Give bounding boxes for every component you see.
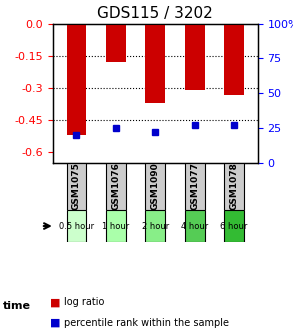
- FancyBboxPatch shape: [224, 210, 244, 242]
- Text: ■: ■: [50, 297, 60, 307]
- Bar: [67, 24, 86, 135]
- FancyBboxPatch shape: [106, 210, 126, 242]
- FancyBboxPatch shape: [67, 163, 86, 210]
- Bar: [106, 24, 126, 62]
- Bar: [224, 24, 244, 95]
- FancyBboxPatch shape: [67, 210, 86, 242]
- Text: ■: ■: [50, 318, 60, 328]
- Bar: [185, 24, 205, 90]
- Text: GSM1078: GSM1078: [230, 162, 239, 210]
- Text: time: time: [3, 301, 31, 311]
- FancyBboxPatch shape: [224, 163, 244, 210]
- Text: log ratio: log ratio: [64, 297, 105, 307]
- Text: 2 hour: 2 hour: [142, 221, 169, 230]
- Text: GSM1090: GSM1090: [151, 162, 160, 210]
- FancyBboxPatch shape: [145, 163, 165, 210]
- Text: GSM1075: GSM1075: [72, 162, 81, 210]
- Title: GDS115 / 3202: GDS115 / 3202: [97, 6, 213, 21]
- FancyBboxPatch shape: [145, 210, 165, 242]
- Text: 4 hour: 4 hour: [181, 221, 208, 230]
- FancyBboxPatch shape: [185, 210, 205, 242]
- Text: GSM1076: GSM1076: [111, 162, 120, 210]
- FancyBboxPatch shape: [185, 163, 205, 210]
- FancyBboxPatch shape: [106, 163, 126, 210]
- Text: GSM1077: GSM1077: [190, 162, 199, 210]
- Text: 1 hour: 1 hour: [102, 221, 130, 230]
- Bar: [145, 24, 165, 102]
- Text: percentile rank within the sample: percentile rank within the sample: [64, 318, 229, 328]
- Text: 0.5 hour: 0.5 hour: [59, 221, 94, 230]
- Text: 6 hour: 6 hour: [221, 221, 248, 230]
